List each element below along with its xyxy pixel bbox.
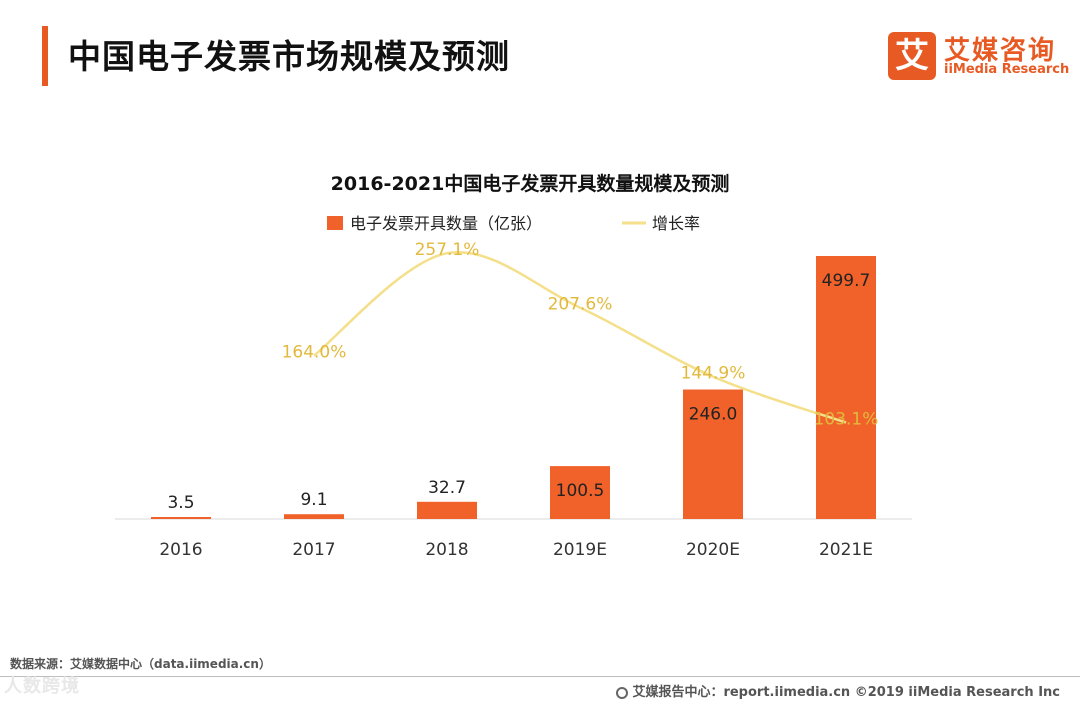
bar-2018 — [417, 501, 477, 519]
growth-rate-label: 164.0% — [282, 343, 347, 363]
bar-2017 — [284, 514, 344, 519]
chart: 2016-2021中国电子发票开具数量规模及预测 电子发票开具数量（亿张） 增长… — [115, 172, 912, 560]
chart-title: 2016-2021中国电子发票开具数量规模及预测 — [331, 172, 730, 195]
legend-line-label: 增长率 — [652, 214, 700, 233]
bar-2016 — [151, 517, 211, 519]
bar-value-label: 100.5 — [556, 481, 605, 501]
bar-value-label: 499.7 — [822, 271, 871, 291]
x-tick-label: 2020E — [686, 540, 740, 560]
growth-rate-label: 257.1% — [415, 240, 480, 260]
logo-mark-icon: 艾 — [888, 32, 936, 80]
legend-bar-swatch — [327, 216, 343, 230]
data-source: 数据来源：艾媒数据中心（data.iimedia.cn） — [10, 657, 271, 671]
x-tick-label: 2016 — [159, 540, 202, 560]
bar-2021E — [816, 256, 876, 519]
logo-name-cn: 艾媒咨询 — [944, 36, 1057, 66]
growth-rate-line — [313, 250, 847, 424]
footer-copyright: 艾媒报告中心：report.iimedia.cn ©2019 iiMedia R… — [616, 681, 1060, 700]
title-accent-bar — [42, 26, 48, 86]
bar-value-label: 9.1 — [300, 490, 327, 510]
bar-value-label: 3.5 — [167, 493, 194, 513]
bar-value-label: 246.0 — [689, 405, 738, 425]
growth-rate-label: 144.9% — [681, 364, 746, 384]
x-tick-label: 2019E — [553, 540, 607, 560]
bar-2020E — [683, 389, 743, 519]
x-tick-label: 2018 — [425, 540, 468, 560]
footer-divider — [0, 676, 1080, 677]
globe-icon — [616, 687, 629, 699]
bar-value-label: 32.7 — [428, 478, 466, 498]
growth-rate-label: 103.1% — [814, 410, 879, 430]
logo-name-en: iiMedia Research — [944, 62, 1070, 77]
growth-rate-label: 207.6% — [548, 295, 613, 315]
copyright-text: 艾媒报告中心：report.iimedia.cn ©2019 iiMedia R… — [632, 685, 1060, 700]
bar-2019E — [550, 466, 610, 519]
watermark: 人数跨境 — [4, 676, 80, 697]
x-tick-label: 2017 — [292, 540, 335, 560]
brand-logo: 艾 艾媒咨询 iiMedia Research — [884, 30, 1070, 84]
legend-bar-label: 电子发票开具数量（亿张） — [350, 214, 542, 233]
x-tick-label: 2021E — [819, 540, 873, 560]
page-title: 中国电子发票市场规模及预测 — [68, 37, 510, 76]
